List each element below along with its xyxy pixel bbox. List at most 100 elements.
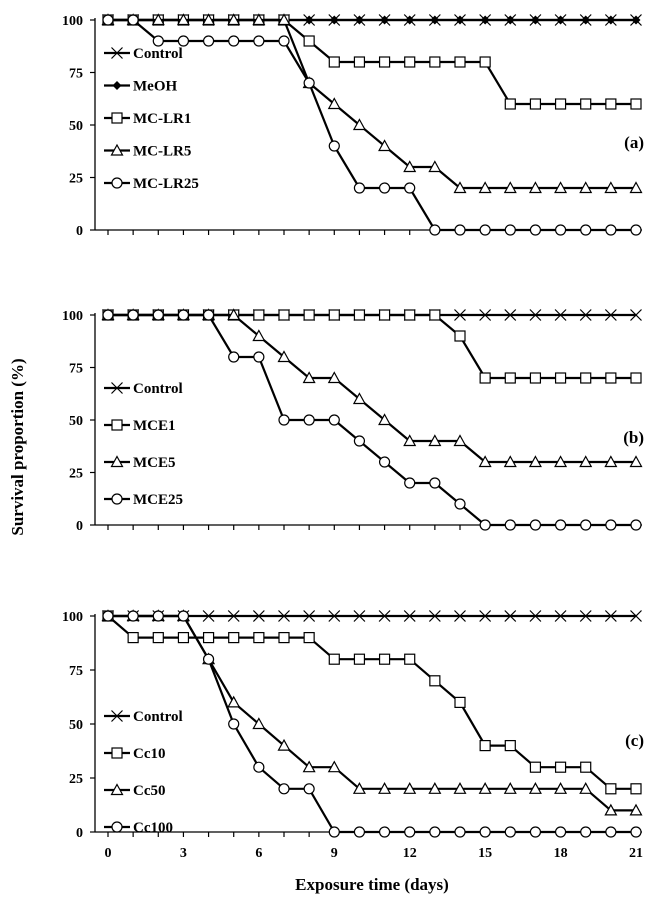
- data-point: [253, 351, 265, 363]
- data-point: [278, 35, 290, 47]
- y-tick-label: 0: [76, 826, 83, 841]
- data-point: [580, 224, 592, 236]
- legend-entry: MCE25: [104, 492, 183, 508]
- data-point: [380, 15, 390, 25]
- data-point: [328, 610, 341, 622]
- data-point: [604, 610, 617, 622]
- data-point: [404, 56, 416, 68]
- series-line: [108, 313, 636, 380]
- data-point: [353, 309, 366, 321]
- y-axis-label: Survival proportion (%): [8, 358, 27, 535]
- data-point: [202, 610, 215, 622]
- data-point: [152, 610, 164, 622]
- y-tick-label: 100: [62, 610, 83, 625]
- data-point: [378, 826, 391, 838]
- data-point: [177, 35, 190, 47]
- series-line: [108, 614, 636, 834]
- data-point: [227, 13, 241, 26]
- data-point: [504, 224, 516, 236]
- data-point: [580, 372, 592, 384]
- y-tick-label: 0: [76, 519, 83, 534]
- data-point: [405, 15, 415, 25]
- data-point: [580, 98, 592, 110]
- x-tick-label: 12: [403, 846, 417, 861]
- data-point: [127, 14, 139, 26]
- legend-label: MeOH: [133, 79, 177, 95]
- data-point: [579, 610, 592, 622]
- data-point: [554, 309, 567, 321]
- data-point: [278, 414, 290, 426]
- data-point: [303, 783, 315, 795]
- data-point: [378, 139, 392, 152]
- legend-entry: MCE5: [104, 455, 176, 471]
- legend-marker: [111, 47, 123, 59]
- data-point: [429, 309, 441, 321]
- data-point: [453, 782, 467, 794]
- data-point: [428, 160, 442, 173]
- data-point: [429, 675, 441, 687]
- data-point: [303, 414, 315, 426]
- data-point: [302, 371, 316, 384]
- data-point: [556, 15, 566, 25]
- panel-b: 0 25 50 75 100 Control MCE1 MCE5 MCE25 (b): [62, 308, 644, 534]
- legend-marker: [111, 493, 123, 505]
- data-point: [353, 653, 366, 665]
- legend-marker: [111, 710, 123, 722]
- data-point: [378, 309, 391, 321]
- data-point: [303, 77, 315, 89]
- legend-marker: [112, 81, 122, 90]
- legend-label: Cc50: [133, 783, 166, 799]
- data-point: [453, 181, 467, 194]
- data-point: [378, 456, 391, 468]
- data-point: [454, 309, 466, 321]
- data-point: [529, 309, 542, 321]
- legend-label: Cc100: [133, 820, 173, 836]
- legend-label: MCE5: [133, 455, 176, 471]
- legend-marker: [110, 783, 124, 796]
- y-tick-label: 25: [69, 772, 83, 787]
- data-point: [404, 653, 416, 665]
- data-point: [554, 455, 568, 468]
- data-point: [253, 309, 265, 321]
- legend-label: Cc10: [133, 746, 166, 762]
- data-point: [554, 782, 568, 794]
- y-tick-label: 50: [69, 718, 83, 733]
- data-point: [352, 118, 366, 131]
- data-point: [403, 782, 417, 794]
- data-point: [176, 13, 190, 26]
- data-point: [151, 13, 165, 26]
- data-point: [227, 695, 241, 708]
- series-mc-lr25: [102, 14, 642, 236]
- data-point: [278, 309, 290, 321]
- data-point: [554, 224, 567, 236]
- data-point: [554, 761, 567, 773]
- series-line: [108, 313, 636, 527]
- legend-label: MC-LR5: [133, 144, 191, 160]
- data-point: [428, 782, 442, 794]
- data-point: [529, 610, 542, 622]
- data-point: [630, 519, 642, 531]
- data-point: [504, 826, 516, 838]
- data-point: [202, 35, 215, 47]
- data-point: [605, 224, 617, 236]
- legend-label: Control: [133, 709, 183, 725]
- data-point: [529, 826, 542, 838]
- legend-marker: [111, 112, 123, 124]
- data-point: [479, 309, 492, 321]
- legend-label: MCE25: [133, 492, 183, 508]
- y-tick-label: 50: [69, 119, 83, 134]
- data-point: [529, 98, 542, 110]
- legend-entry: MCE1: [104, 418, 176, 434]
- data-point: [228, 35, 240, 47]
- data-point: [327, 760, 341, 773]
- panel-label: (c): [625, 731, 644, 750]
- data-point: [127, 631, 139, 644]
- data-point: [454, 56, 466, 68]
- x-tick-label: 18: [554, 846, 568, 861]
- data-point: [529, 224, 542, 236]
- data-point: [554, 372, 567, 384]
- legend-marker: [111, 747, 123, 759]
- data-point: [554, 98, 567, 110]
- data-point: [503, 455, 517, 468]
